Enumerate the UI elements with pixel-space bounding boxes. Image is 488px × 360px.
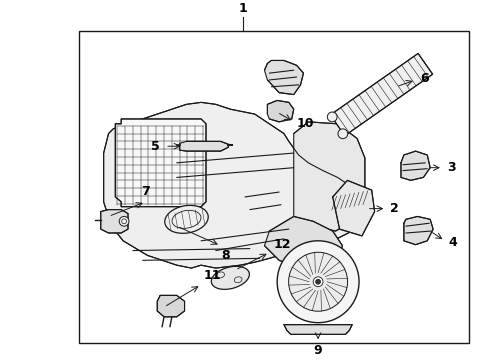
Ellipse shape <box>164 206 208 233</box>
Circle shape <box>337 129 347 139</box>
Circle shape <box>312 277 323 287</box>
Polygon shape <box>115 119 205 207</box>
Text: 12: 12 <box>273 238 290 251</box>
Circle shape <box>119 216 129 226</box>
Text: 9: 9 <box>313 344 322 357</box>
Polygon shape <box>284 325 351 334</box>
Circle shape <box>277 241 358 323</box>
Text: 3: 3 <box>446 161 454 174</box>
Text: 8: 8 <box>221 249 229 262</box>
Polygon shape <box>267 100 293 122</box>
Ellipse shape <box>211 266 249 289</box>
Polygon shape <box>329 53 432 136</box>
Polygon shape <box>264 60 303 95</box>
Polygon shape <box>293 122 364 231</box>
Polygon shape <box>264 216 342 268</box>
Text: 10: 10 <box>296 117 313 130</box>
Text: 1: 1 <box>238 2 247 15</box>
Text: 5: 5 <box>151 140 160 153</box>
Text: 11: 11 <box>203 269 221 282</box>
Bar <box>79 31 468 343</box>
Polygon shape <box>101 210 128 233</box>
Text: 7: 7 <box>141 185 150 198</box>
Polygon shape <box>400 151 429 180</box>
Circle shape <box>315 279 320 284</box>
Text: 4: 4 <box>448 236 457 249</box>
Text: 2: 2 <box>389 202 398 215</box>
Polygon shape <box>403 216 432 245</box>
Circle shape <box>326 112 336 122</box>
Polygon shape <box>179 141 228 151</box>
Circle shape <box>288 252 347 311</box>
Text: 6: 6 <box>420 72 428 85</box>
Polygon shape <box>103 102 366 268</box>
Polygon shape <box>157 296 184 317</box>
Polygon shape <box>332 180 374 236</box>
